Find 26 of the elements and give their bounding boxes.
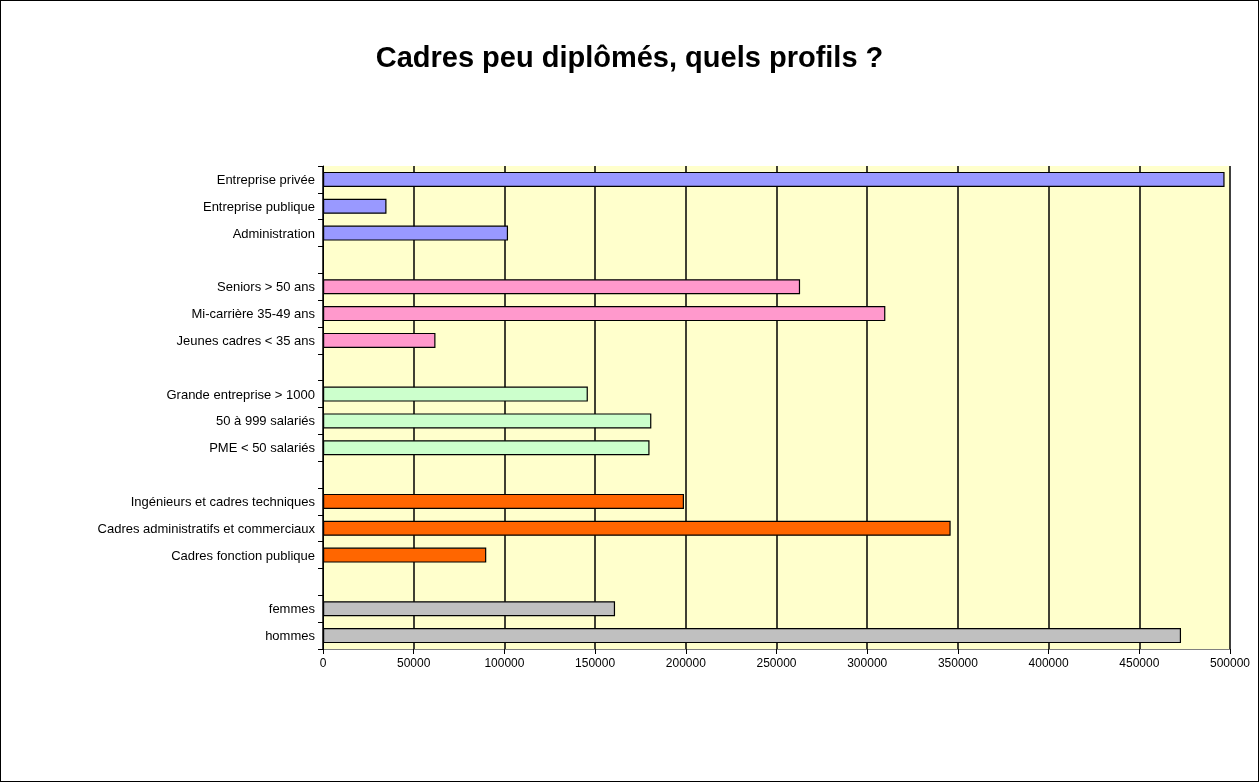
y-tick-label: Grande entreprise > 1000	[166, 386, 315, 402]
y-tick-label: Cadres administratifs et commerciaux	[97, 520, 316, 536]
y-tick-label: PME < 50 salariés	[209, 440, 316, 456]
x-tick-label: 200000	[665, 656, 707, 670]
x-tick-label: 0	[319, 656, 327, 670]
y-tick-label: Mi-carrière 35-49 ans	[191, 306, 316, 322]
y-tick-label: Entreprise privée	[216, 171, 315, 187]
x-tick-label: 400000	[1028, 656, 1069, 670]
x-tick-label: 50000	[397, 656, 431, 670]
y-tick-label: Seniors > 50 ans	[217, 279, 316, 295]
x-tick-label: 500000	[1209, 656, 1251, 670]
x-tick-label: 150000	[575, 656, 616, 670]
y-tick-label: Jeunes cadres < 35 ans	[176, 332, 316, 348]
y-tick-label: Administration	[232, 225, 315, 241]
y-tick-label: femmes	[268, 601, 316, 617]
y-tick-label: Cadres fonction publique	[171, 547, 315, 563]
y-tick-label: hommes	[265, 628, 316, 644]
y-tick-label: Ingénieurs et cadres techniques	[130, 493, 316, 509]
chart-title: Cadres peu diplômés, quels profils ?	[375, 40, 884, 73]
x-tick-label: 450000	[1119, 656, 1160, 670]
y-tick-label: 50 à 999 salariés	[215, 413, 316, 429]
x-tick-label: 100000	[484, 656, 525, 670]
x-tick-label: 300000	[847, 656, 888, 670]
x-tick-label: 250000	[756, 656, 797, 670]
x-tick-label: 350000	[937, 656, 979, 670]
y-tick-label: Entreprise publique	[202, 198, 315, 214]
